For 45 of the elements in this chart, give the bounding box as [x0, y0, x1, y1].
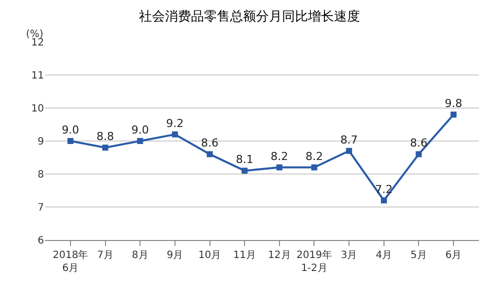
data-label: 8.7 — [340, 133, 358, 146]
x-tick-label: 5月 — [410, 250, 427, 261]
data-label: 9.0 — [62, 124, 80, 136]
data-label: 9.2 — [166, 116, 184, 130]
point — [276, 164, 282, 170]
data-label: 8.2 — [305, 150, 323, 163]
data-label: 9.8 — [444, 97, 462, 110]
point — [172, 131, 178, 138]
x-tick-label: 2018年 6月 — [52, 249, 88, 274]
x-tick-label: 6月 — [445, 250, 462, 261]
x-tick-label: 10月 — [198, 250, 222, 261]
data-label: 7.2 — [375, 182, 393, 196]
x-tick-label: 8月 — [132, 250, 148, 261]
x-tick-label: 11月 — [233, 250, 256, 261]
data-label: 8.8 — [96, 130, 114, 144]
y-tick-label: 10 — [31, 104, 44, 114]
y-tick-label: 12 — [31, 38, 44, 48]
data-label: 8.6 — [201, 136, 219, 150]
y-axis-title: (%) — [26, 29, 44, 40]
data-label: 8.2 — [270, 150, 288, 163]
point — [450, 112, 457, 118]
x-tick-label: 9月 — [166, 250, 184, 261]
point — [346, 148, 352, 154]
chart-title: 社会消费品零售总额分月同比增长速度 — [139, 8, 360, 25]
point — [206, 151, 213, 158]
y-tick-label: 8 — [38, 170, 44, 180]
y-tick-label: 11 — [31, 70, 44, 82]
point — [137, 138, 144, 144]
point — [242, 168, 248, 174]
point — [416, 151, 422, 158]
x-tick-label: 4月 — [376, 250, 392, 261]
point — [380, 197, 387, 204]
point — [67, 138, 74, 144]
x-tick-label: 12月 — [268, 250, 291, 261]
data-label: 9.0 — [131, 124, 149, 136]
x-tick-label: 2019年 1-2月 — [296, 249, 332, 274]
y-tick-label: 7 — [38, 202, 44, 214]
x-tick-label: 3月 — [340, 250, 358, 261]
y-tick-label: 6 — [38, 236, 44, 246]
data-label: 8.1 — [236, 153, 254, 166]
point — [311, 164, 318, 170]
data-label: 8.6 — [410, 136, 428, 150]
point — [102, 144, 108, 151]
y-tick-label: 9 — [38, 136, 44, 148]
x-tick-label: 7月 — [97, 250, 114, 261]
